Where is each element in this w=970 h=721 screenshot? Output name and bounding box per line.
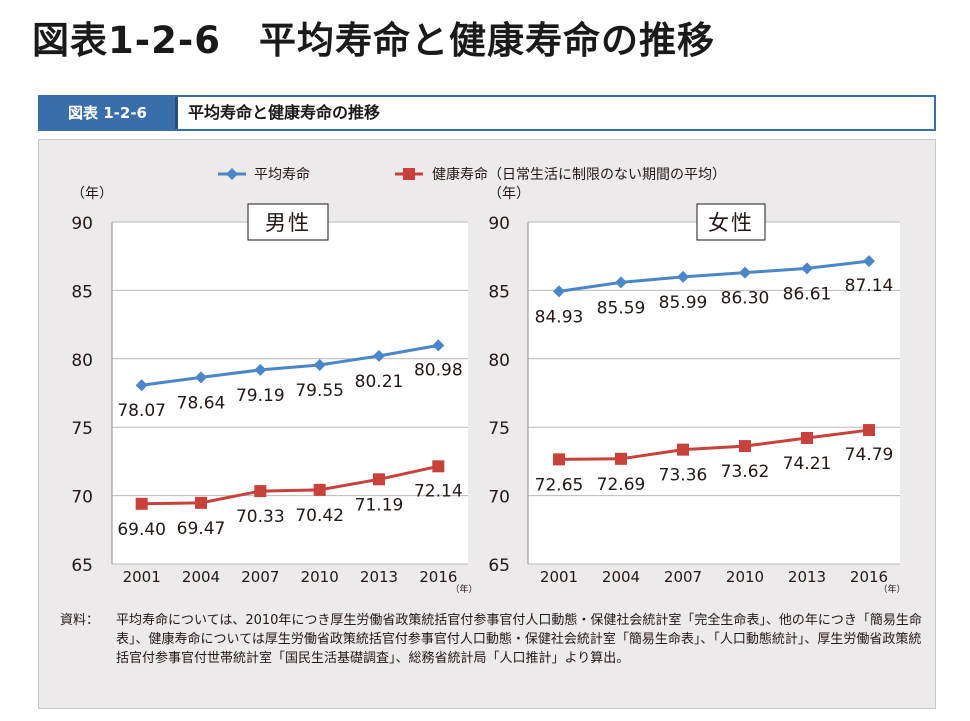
legend-marker-2 [403, 168, 415, 180]
source-note-label: 資料： [60, 613, 100, 628]
male-series-1-data-label: 78.07 [117, 401, 166, 421]
female-series-1-data-label: 85.99 [659, 293, 708, 313]
male-series-1-data-label: 78.64 [177, 393, 226, 413]
female-series-1-data-label: 86.61 [783, 284, 832, 304]
female-x-axis-label: （年） [878, 583, 905, 595]
female-y-axis-label: （年） [488, 186, 530, 202]
male-title-box [247, 203, 329, 241]
source-note: 資料： 平均寿命については、2010年につき厚生労働省政策統括官付参事官付人口動… [60, 611, 928, 668]
male-series-1-data-label: 80.98 [414, 360, 463, 380]
female-series-1-point [553, 285, 565, 298]
male-series-2-data-label: 69.47 [177, 519, 226, 539]
male-chart-title: 男性 [265, 211, 311, 235]
male-y-axis-label: （年） [71, 186, 113, 202]
female-series-2-point [615, 452, 627, 465]
female-series-2-data-label: 74.79 [845, 445, 894, 465]
female-series-2-point [863, 424, 875, 437]
male-x-axis-label: （年） [450, 583, 477, 595]
male-series-2-data-label: 69.40 [117, 520, 166, 540]
female-ytick-label: 90 [488, 214, 510, 234]
male-series-1-point [432, 339, 445, 352]
female-series-2-data-label: 72.69 [597, 475, 646, 495]
female-xtick-label: 2004 [602, 568, 640, 586]
male-series-1-point [195, 371, 207, 384]
male-ytick-label: 75 [71, 419, 93, 439]
female-series-1-point [615, 276, 627, 289]
female-ytick-label: 80 [488, 351, 510, 371]
female-series-1-data-label: 86.30 [721, 289, 770, 309]
female-ytick-label: 75 [488, 419, 510, 439]
female-series-1-point [801, 262, 813, 275]
male-series-2-point [195, 496, 207, 509]
female-series-1-data-label: 85.59 [597, 298, 646, 318]
female-series-1-point [863, 255, 875, 268]
female-series-2-data-label: 73.62 [721, 462, 770, 482]
male-series-2-data-label: 72.14 [414, 481, 463, 501]
male-series-2-data-label: 71.19 [355, 495, 404, 515]
figure-header: 図表 1-2-6 平均寿命と健康寿命の推移 [38, 95, 936, 131]
female-series-1-data-label: 87.14 [845, 276, 894, 296]
female-series-1-data-label: 84.93 [535, 307, 584, 327]
male-ytick-label: 90 [71, 214, 93, 234]
page-title: 図表1-2-6 平均寿命と健康寿命の推移 [32, 19, 715, 62]
female-title-box [696, 203, 766, 241]
female-series-2-line [558, 428, 870, 461]
male-series-2-point [373, 473, 385, 486]
female-ytick-label: 85 [488, 282, 510, 302]
female-series-2-data-label: 73.36 [659, 466, 708, 486]
male-ytick-label: 65 [71, 556, 93, 576]
female-series-1-point [739, 266, 751, 279]
male-series-1-point [135, 379, 148, 392]
male-xtick-label: 2001 [123, 568, 161, 586]
male-series-2-point [432, 460, 445, 473]
legend-label-2: 健康寿命（日常生活に制限のない期間の平均） [432, 166, 726, 183]
female-ytick-label: 65 [488, 556, 510, 576]
male-series-2-data-label: 70.33 [236, 507, 285, 527]
male-series-1-data-label: 79.19 [236, 386, 285, 406]
figure-number: 図表 1-2-6 [40, 97, 175, 129]
male-series-2-point [254, 485, 267, 498]
source-note-text: 平均寿命については、2010年につき厚生労働省政策統括官付参事官付人口動態・保健… [116, 613, 922, 666]
header-divider [175, 97, 178, 129]
female-plot-area [528, 222, 900, 564]
male-xtick-label: 2010 [301, 568, 339, 586]
male-series-1-data-label: 79.55 [295, 381, 344, 401]
female-series-2-point [677, 443, 689, 456]
legend-label-1: 平均寿命 [254, 166, 310, 183]
female-series-1-line [558, 259, 870, 293]
male-xtick-label: 2007 [241, 568, 279, 586]
female-xtick-label: 2010 [726, 568, 764, 586]
female-xtick-label: 2016 [850, 568, 888, 586]
male-series-1-point [313, 358, 326, 371]
male-series-2-point [313, 483, 326, 496]
figure-title: 平均寿命と健康寿命の推移 [188, 103, 381, 122]
male-series-1-point [373, 349, 385, 362]
male-series-1-line [141, 343, 439, 387]
legend-marker-1 [226, 168, 238, 180]
female-series-1-point [677, 270, 689, 283]
female-xtick-label: 2013 [788, 568, 826, 586]
male-series-2-data-label: 70.42 [295, 506, 344, 526]
male-series-2-point [135, 497, 148, 510]
male-series-1-data-label: 80.21 [355, 372, 404, 392]
male-xtick-label: 2004 [182, 568, 220, 586]
male-ytick-label: 70 [71, 488, 93, 508]
female-ytick-label: 70 [488, 488, 510, 508]
female-xtick-label: 2007 [664, 568, 702, 586]
male-ytick-label: 80 [71, 351, 93, 371]
female-series-2-point [553, 453, 565, 466]
female-series-2-point [801, 432, 813, 445]
female-xtick-label: 2001 [540, 568, 578, 586]
male-series-2-line [141, 464, 439, 506]
female-chart-title: 女性 [708, 211, 754, 235]
female-series-2-data-label: 74.21 [783, 454, 832, 474]
male-xtick-label: 2013 [360, 568, 398, 586]
male-xtick-label: 2016 [419, 568, 457, 586]
male-ytick-label: 85 [71, 282, 93, 302]
female-series-2-data-label: 72.65 [535, 475, 584, 495]
female-series-2-point [739, 440, 751, 453]
male-series-1-point [254, 363, 267, 376]
male-plot-area [112, 222, 468, 564]
